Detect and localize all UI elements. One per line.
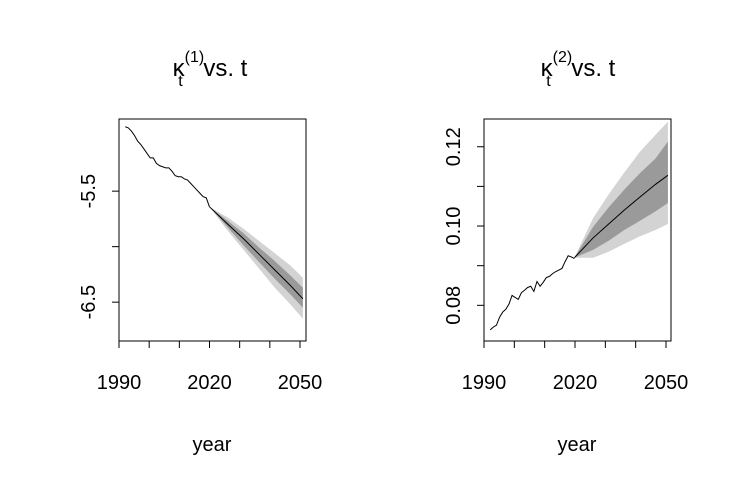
chart-title-1: κ(1) t vs. t (173, 49, 248, 90)
x-tick-label-1: 2020 (187, 372, 232, 394)
x-axis-label-1: year (193, 434, 232, 456)
forecast-band-inner-2 (574, 141, 668, 258)
forecast-median-2 (574, 174, 669, 259)
x-tick-label-2: 2050 (644, 372, 689, 394)
y-tick-label-1: -5.5 (78, 174, 100, 208)
y-tick-label-2: 0.12 (443, 127, 465, 166)
x-tick-label-2: 2020 (553, 372, 598, 394)
plot-area-1 (125, 126, 304, 319)
x-axis-1: 1990 2020 2050 (97, 340, 323, 394)
x-tick-label-1: 2050 (278, 372, 323, 394)
y-tick-label-1: -6.5 (78, 285, 100, 319)
y-tick-label-2: 0.10 (443, 207, 465, 246)
x-tick-label-2: 1990 (462, 372, 507, 394)
y-axis-2: 0.08 0.10 0.12 (443, 127, 485, 325)
observed-series-1 (125, 126, 210, 207)
x-axis-label-2: year (558, 434, 597, 456)
chart-panel-1: κ(1) t vs. t 1990 2020 2050 -5.5 -6.5 year (78, 49, 322, 456)
chart-panel-2: κ(2) t vs. t 1990 2020 2050 0.08 0.10 0.12 ye… (443, 49, 688, 456)
plot-area-2 (489, 121, 669, 331)
observed-series-2 (489, 255, 575, 331)
chart-title-2: κ(2) t vs. t (541, 49, 616, 90)
y-axis-1: -5.5 -6.5 (78, 174, 120, 319)
forecast-median-1 (209, 206, 304, 300)
y-tick-label-2: 0.08 (443, 286, 465, 325)
plot-frame-1 (118, 118, 307, 342)
forecast-band-inner-1 (209, 206, 303, 308)
forecast-band-outer-1 (209, 206, 303, 319)
x-tick-label-1: 1990 (97, 372, 142, 394)
x-axis-2: 1990 2020 2050 (462, 340, 689, 394)
